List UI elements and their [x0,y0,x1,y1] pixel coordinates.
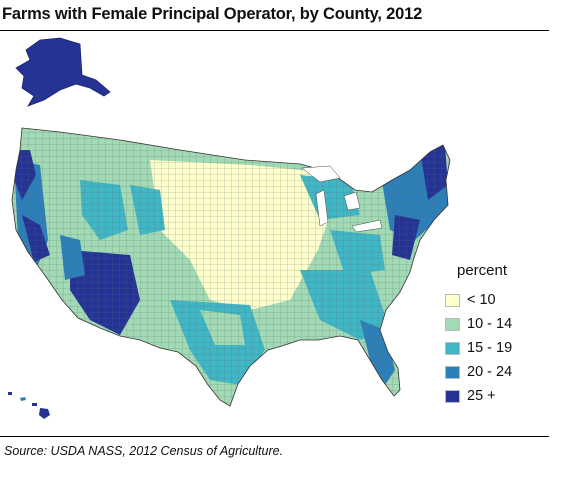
legend-swatch [445,390,460,403]
title-divider [0,30,549,31]
lake-huron-shape [343,191,361,211]
map-title: Farms with Female Principal Operator, by… [2,5,423,23]
choropleth-map [8,37,451,419]
legend-swatch [445,366,460,379]
lake-erie-shape [351,219,383,233]
lake-superior-shape [301,165,341,183]
lake-michigan-shape [315,189,329,227]
alaska-shape [15,37,111,107]
hawaii-shape [8,392,50,419]
legend-swatch [445,318,460,331]
legend-swatch [445,342,460,355]
source-note: Source: USDA NASS, 2012 Census of Agricu… [4,444,284,458]
legend-label: < 10 [467,292,496,308]
source-divider [0,436,549,437]
us-outline [11,127,451,407]
contiguous-us-shape [12,128,450,406]
legend-label: 20 - 24 [467,364,513,380]
legend-title: percent [457,262,508,279]
legend-swatch [445,294,460,307]
legend-label: 10 - 14 [467,316,513,332]
legend-label: 25 + [467,388,496,404]
legend-label: 15 - 19 [467,340,513,356]
